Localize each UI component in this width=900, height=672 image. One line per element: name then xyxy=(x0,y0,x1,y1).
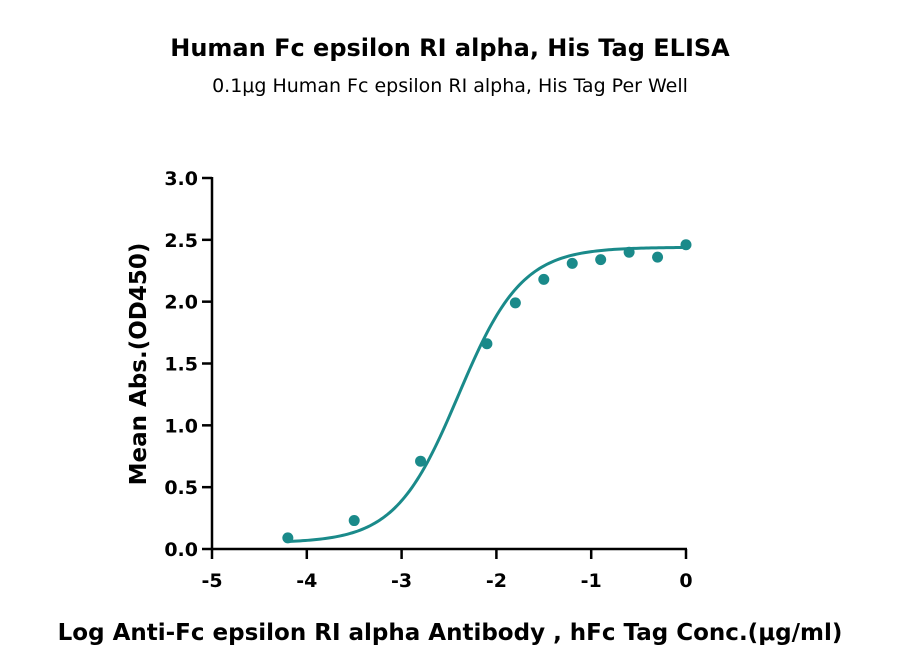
x-tick-label: 0 xyxy=(679,570,692,592)
y-tick-label: 1.0 xyxy=(164,415,198,437)
data-point xyxy=(481,338,493,350)
x-tick-label: -4 xyxy=(296,570,317,592)
data-point xyxy=(509,297,521,309)
x-tick-label: -3 xyxy=(391,570,412,592)
chart-title: Human Fc epsilon RI alpha, His Tag ELISA xyxy=(170,34,730,62)
y-tick-label: 2.5 xyxy=(164,230,198,252)
y-axis-label: Mean Abs.(OD450) xyxy=(126,243,152,486)
data-point xyxy=(623,246,635,258)
data-point xyxy=(652,251,664,263)
y-tick-label: 0.0 xyxy=(164,539,198,561)
y-tick-label: 1.5 xyxy=(164,354,198,376)
data-point xyxy=(680,239,692,251)
data-point xyxy=(415,455,427,467)
x-axis-label: Log Anti-Fc epsilon RI alpha Antibody , … xyxy=(58,620,843,646)
fit-curve xyxy=(287,245,687,543)
y-tick-label: 0.5 xyxy=(164,477,198,499)
data-point xyxy=(348,515,360,527)
y-tick-label: 2.0 xyxy=(164,292,198,314)
x-ticks: -5 -4 -3 -2 -1 0 xyxy=(201,549,693,592)
data-point xyxy=(538,273,550,285)
data-point xyxy=(282,532,294,544)
y-ticks: 0.0 0.5 1.0 1.5 2.0 2.5 3.0 xyxy=(164,168,212,561)
x-tick-label: -5 xyxy=(201,570,222,592)
data-point xyxy=(595,254,607,266)
chart-subtitle: 0.1μg Human Fc epsilon RI alpha, His Tag… xyxy=(212,75,688,97)
data-points xyxy=(282,239,692,544)
axes xyxy=(210,177,687,551)
y-tick-label: 3.0 xyxy=(164,168,198,190)
x-tick-label: -2 xyxy=(486,570,507,592)
data-point xyxy=(566,257,578,269)
x-tick-label: -1 xyxy=(581,570,602,592)
